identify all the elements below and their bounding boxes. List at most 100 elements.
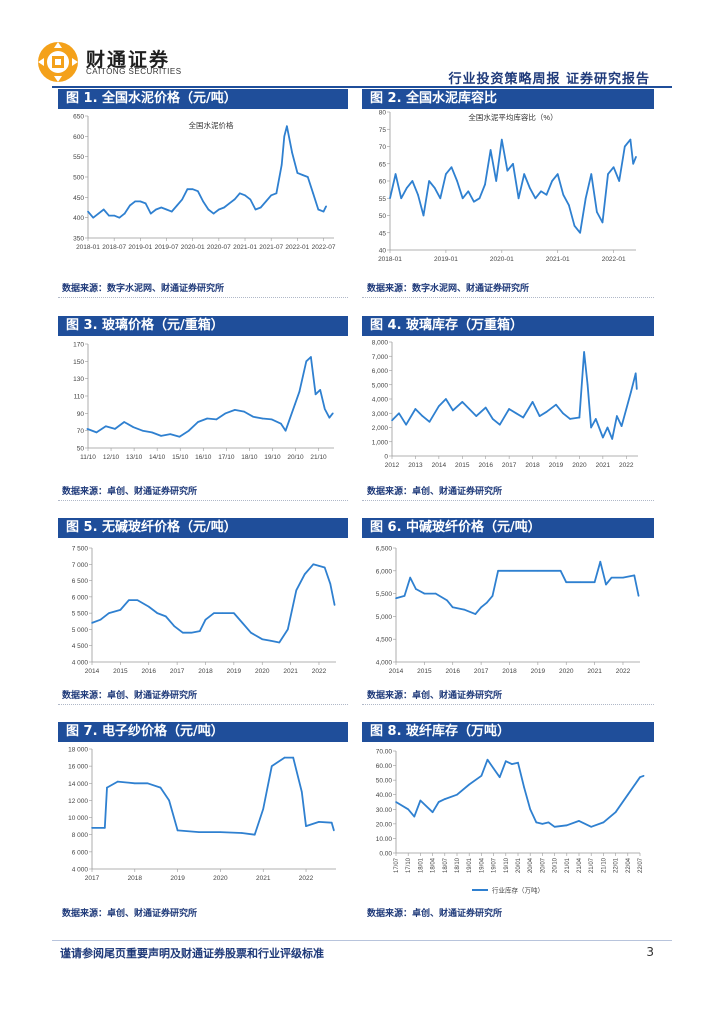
data-point [328, 416, 331, 419]
y-tick-label: 5,500 [376, 591, 393, 598]
x-tick-label: 2014 [432, 462, 447, 469]
x-tick-label: 20/10 [553, 857, 559, 873]
y-tick-label: 20.00 [376, 821, 393, 828]
x-tick-label: 21/07 [589, 857, 595, 873]
x-tick-label: 2020-01 [490, 256, 514, 263]
figure-8-source: 数据来源：卓创、财通证券研究所 [367, 909, 503, 919]
data-point [517, 761, 519, 764]
data-point [523, 173, 525, 175]
x-tick-label: 2019 [170, 875, 185, 882]
y-tick-label: 5 000 [72, 627, 89, 634]
data-point [314, 393, 317, 396]
data-point [480, 606, 482, 609]
data-point [463, 608, 465, 611]
figure-7-title: 图 7. 电子纱价格（元/吨） [58, 722, 348, 742]
data-point [146, 782, 149, 785]
data-point [578, 416, 581, 419]
x-tick-label: 2020-07 [207, 244, 231, 251]
x-tick-label: 15/10 [172, 454, 189, 461]
chart-inner-title: 全国水泥价格 [189, 120, 234, 130]
data-point [233, 612, 235, 614]
data-point [87, 210, 89, 213]
data-point [155, 208, 157, 211]
data-point [102, 208, 105, 211]
y-tick-label: 6,000 [376, 568, 393, 575]
data-point [141, 429, 144, 432]
report-type: 行业投资策略周报 证券研究报告 [448, 72, 650, 87]
data-point [165, 208, 168, 211]
data-point [565, 581, 568, 583]
data-point [480, 774, 483, 777]
data-point [325, 205, 327, 208]
series-line [91, 563, 336, 644]
x-tick-label: 19/10 [504, 857, 510, 873]
data-point [635, 156, 637, 158]
data-point [116, 780, 119, 783]
separator [58, 297, 348, 298]
data-point [444, 798, 446, 800]
data-point [389, 197, 391, 200]
y-tick-label: 70 [379, 144, 387, 151]
footer-divider [52, 940, 672, 941]
data-point [405, 187, 408, 189]
data-point [215, 418, 218, 421]
data-point [301, 174, 304, 176]
x-tick-label: 2022 [299, 875, 314, 882]
data-point [170, 210, 173, 213]
data-point [498, 776, 501, 779]
y-tick-label: 6 500 [72, 578, 89, 585]
x-tick-label: 2019-01 [128, 244, 152, 251]
y-tick-label: 5 500 [72, 611, 89, 618]
figure-2-title: 图 2. 全国水泥库容比 [362, 89, 654, 109]
data-point [398, 412, 400, 415]
data-point [136, 599, 139, 601]
data-point [212, 212, 215, 215]
data-point [400, 197, 402, 200]
y-tick-label: 8,000 [372, 340, 389, 347]
data-point [528, 187, 531, 189]
data-point [545, 411, 548, 413]
y-tick-label: 6 000 [72, 849, 89, 856]
data-point [333, 829, 335, 832]
data-point [468, 408, 471, 410]
x-tick-label: 18/10 [241, 454, 258, 461]
data-point [403, 595, 406, 597]
data-point [228, 202, 231, 205]
data-point [590, 426, 592, 429]
x-tick-label: 2022-01 [285, 244, 309, 251]
data-point [169, 433, 172, 435]
data-point [123, 421, 125, 423]
data-point [611, 438, 614, 440]
data-point [218, 208, 220, 211]
data-point [606, 426, 609, 429]
data-point [317, 208, 320, 211]
x-tick-label: 2021-07 [259, 244, 283, 251]
data-point [439, 197, 442, 200]
x-tick-label: 2019 [549, 462, 564, 469]
x-tick-label: 21/10 [601, 857, 607, 873]
separator [58, 704, 348, 705]
x-tick-label: 2017 [502, 462, 517, 469]
y-tick-label: 10.00 [376, 836, 393, 843]
x-tick-label: 2018 [198, 668, 213, 675]
y-tick-label: 50 [379, 213, 387, 220]
data-point [573, 225, 576, 227]
data-point [97, 212, 100, 215]
data-point [555, 403, 557, 406]
data-point [541, 823, 544, 825]
data-point [523, 786, 525, 789]
data-point [437, 801, 440, 803]
data-point [547, 821, 550, 824]
data-point [391, 419, 393, 422]
x-tick-label: 2022-01 [602, 256, 626, 263]
data-point [434, 592, 437, 595]
x-tick-label: 2019 [531, 668, 546, 675]
data-point [252, 416, 255, 418]
x-tick-label: 21/10 [310, 454, 327, 461]
data-point [461, 197, 464, 200]
data-point [423, 592, 426, 595]
data-point [178, 435, 181, 438]
chart-glass-price: 50 70 90 110 130 150 170 11/10 12/10 13/10 14/10 15… [73, 342, 334, 461]
data-point [199, 630, 201, 632]
data-point [540, 190, 542, 193]
